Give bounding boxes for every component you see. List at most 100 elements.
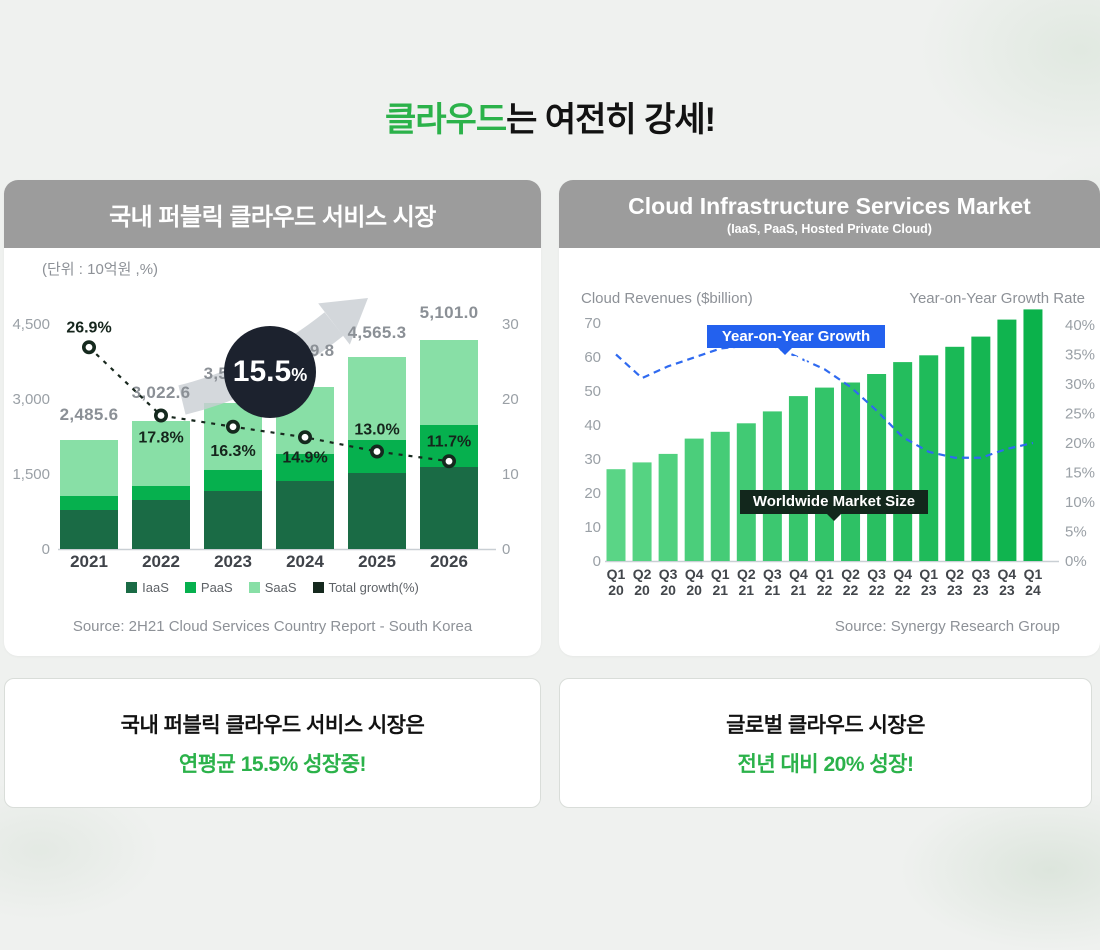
x-axis-label-quarter: Q2 [841,566,860,582]
x-axis-label: 2024 [286,552,324,571]
global-summary-box: 글로벌 클라우드 시장은 전년 대비 20% 성장! [559,678,1092,808]
global-summary-line1: 글로벌 클라우드 시장은 [726,713,925,737]
right-axis-tick: 35% [1065,347,1095,364]
legend-swatch [126,582,138,593]
left-axis-tick: 10 [584,519,601,536]
x-axis-label-year: 20 [686,582,702,598]
x-axis-label-year: 20 [634,582,650,598]
legend-swatch [248,582,260,593]
bar-segment-saas [60,440,118,496]
growth-marker [369,444,384,459]
left-axis-tick: 1,500 [12,466,50,483]
bar-total-label: 5,101.0 [420,303,479,322]
x-axis-label-year: 21 [739,582,755,598]
decor-leaf-bottom-right [900,790,1100,950]
growth-label: 14.9% [282,449,327,466]
x-axis-label-year: 21 [712,582,728,598]
right-axis-tick: 10 [502,466,519,483]
right-axis-tick: 25% [1065,406,1095,423]
growth-label: 13.0% [354,422,399,439]
x-axis-label-year: 22 [869,582,885,598]
x-axis-label-year: 22 [843,582,859,598]
bar-total-label: 4,565.3 [348,323,407,342]
bar-segment-iaas [420,467,478,549]
revenue-bar [841,382,861,561]
market-size-callout: Worldwide Market Size [740,490,928,521]
revenue-bar [684,438,704,561]
x-axis-label-year: 23 [999,582,1015,598]
right-axis-tick: 10% [1065,494,1095,511]
left-axis-tick: 0 [42,541,50,558]
x-axis-label-year: 21 [791,582,807,598]
bar-segment-iaas [60,510,118,549]
domestic-stacked-bar-chart: 4,500303,000201,50010002,485.63,022.63,5… [12,298,519,571]
x-axis-label: 2023 [214,552,252,571]
revenue-bar [971,336,991,561]
revenue-bar [945,346,965,561]
revenue-bar [658,453,678,561]
right-axis-tick: 0 [502,541,510,558]
bar-total-label: 3,022.6 [132,383,191,402]
right-axis-tick: 30% [1065,376,1095,393]
revenue-bar [893,362,913,561]
bar-segment-iaas [276,481,334,549]
x-axis-label: 2021 [70,552,108,571]
right-axis-tick: 0% [1065,553,1087,570]
cagr-badge-unit: % [291,364,308,385]
revenue-bar [814,387,834,561]
legend-item: SaaS [248,580,297,595]
x-axis-label-quarter: Q1 [711,566,730,582]
left-axis-tick: 40 [584,417,601,434]
revenue-bar [997,319,1017,561]
legend-swatch [312,582,324,593]
page-title: 클라우드는 여전히 강세! [0,92,1100,141]
x-axis-label-quarter: Q4 [893,566,912,582]
x-axis-label-quarter: Q3 [659,566,678,582]
bar-segment-saas [348,357,406,440]
left-axis-tick: 30 [584,451,601,468]
left-axis-tick: 20 [584,485,601,502]
global-source: Source: Synergy Research Group [834,618,1060,635]
revenue-bar [867,374,887,561]
x-axis-label-year: 20 [660,582,676,598]
cagr-badge: 15.5% [224,326,316,418]
growth-rate-line [615,344,1034,459]
x-axis-label: 2025 [358,552,396,571]
x-axis-label-quarter: Q2 [737,566,756,582]
bar-total-label: 2,485.6 [60,405,119,424]
legend-label: Total growth(%) [328,580,419,595]
global-panel-subtitle: (IaaS, PaaS, Hosted Private Cloud) [727,221,932,236]
legend-item: Total growth(%) [312,580,419,595]
x-axis-label: 2022 [142,552,180,571]
global-panel-header: Cloud Infrastructure Services Market (Ia… [559,180,1100,248]
right-axis-tick: 30 [502,316,519,333]
right-axis-tick: 5% [1065,524,1087,541]
x-axis-label-quarter: Q4 [789,566,808,582]
revenue-bar [632,462,652,561]
domestic-panel-title: 국내 퍼블릭 클라우드 서비스 시장 [109,203,436,231]
x-axis-label: 2026 [430,552,468,571]
growth-marker [154,408,169,423]
x-axis-label-quarter: Q4 [998,566,1017,582]
right-axis-tick: 20 [502,391,519,408]
global-bar-chart: 70 60 50 40 30 20 10 0 40% 35% 30% 25% 20% 15% 10% 5% 0%… [584,309,1095,598]
unit-note: (단위 : 10억원 ,%) [42,261,159,278]
x-axis-label-year: 24 [1025,582,1041,598]
domestic-source: Source: 2H21 Cloud Services Country Repo… [72,618,473,635]
growth-rate-callout: Year-on-Year Growth Rate [707,325,885,368]
bar-segment-iaas [204,491,262,549]
growth-marker [297,430,312,445]
x-axis-label-quarter: Q3 [763,566,782,582]
x-axis-label-year: 23 [973,582,989,598]
cagr-badge-value: 15.5 [232,355,292,388]
bar-segment-saas [132,421,190,486]
legend-item: PaaS [184,580,233,595]
bar-segment-paas [60,496,118,510]
revenue-bar [606,469,626,561]
x-axis-label-quarter: Q1 [919,566,938,582]
legend-label: PaaS [200,580,233,595]
right-axis-tick: 20% [1065,435,1095,452]
left-axis-tick: 4,500 [12,316,50,333]
growth-label: 26.9% [66,319,111,336]
growth-label: 11.7% [427,433,471,450]
